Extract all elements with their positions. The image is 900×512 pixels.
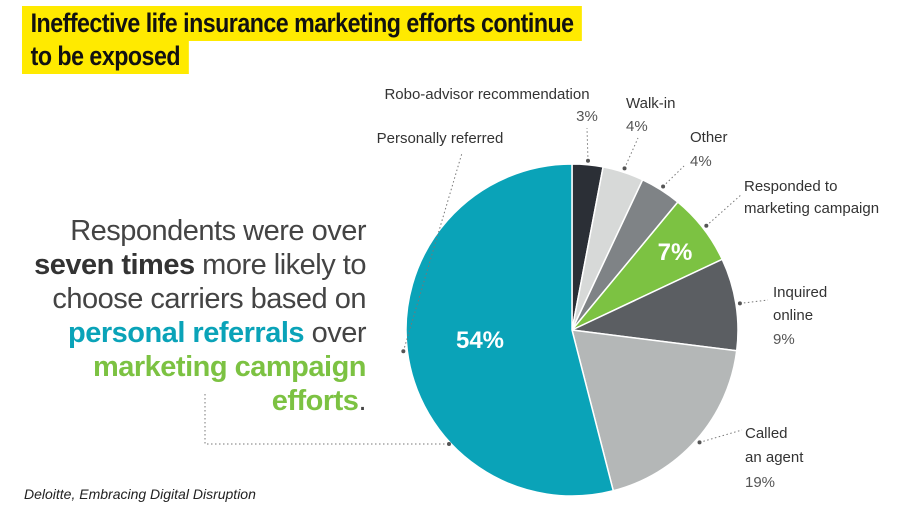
label-robo-advisor: Robo-advisor recommendation — [384, 86, 589, 103]
callout-connector-dot — [447, 442, 451, 446]
chart-title: Ineffective life insurance marketing eff… — [22, 6, 673, 74]
label-called: Called — [745, 425, 788, 442]
callout-text: Respondents were over seven times more l… — [10, 214, 366, 418]
leader-dot — [737, 301, 742, 306]
leader-line-other — [662, 165, 685, 187]
pct-other: 4% — [690, 153, 712, 170]
pct-personally-referred: 54% — [456, 327, 504, 354]
leader-dot — [697, 440, 702, 445]
label-personally-referred: Personally referred — [377, 130, 504, 147]
callout-text-2: more likely to choose carriers based on — [52, 249, 366, 315]
title-line-2: to be exposed — [22, 39, 189, 74]
label-inquired-2: online — [773, 307, 813, 324]
callout-text-4: . — [358, 385, 366, 417]
pct-robo-advisor: 3% — [576, 108, 598, 125]
leader-dot — [622, 166, 627, 171]
label-responded: Responded to — [744, 178, 837, 195]
leader-line-walk-in — [624, 137, 639, 169]
callout-connector-line — [204, 394, 449, 445]
pct-called: 19% — [745, 474, 775, 491]
leader-line-robo-advisor-recommendation — [586, 127, 589, 161]
callout-text-1: Respondents were over — [70, 215, 366, 247]
label-responded-2: marketing campaign — [744, 200, 879, 217]
leader-line-personally-referred — [402, 152, 463, 352]
leader-line-called-an-agent — [699, 429, 743, 443]
leader-dot — [585, 158, 590, 163]
label-called-2: an agent — [745, 449, 804, 466]
leader-dot — [704, 223, 709, 228]
leader-dot — [401, 349, 406, 354]
pct-responded: 7% — [658, 239, 693, 266]
source-citation: Deloitte, Embracing Digital Disruption — [24, 486, 256, 502]
label-walk-in: Walk-in — [626, 95, 675, 112]
title-line-1: Ineffective life insurance marketing eff… — [22, 6, 583, 41]
callout-personal-referrals: personal referrals — [68, 317, 305, 349]
pie-slice-personally-referred — [405, 163, 615, 497]
pct-inquired: 9% — [773, 331, 795, 348]
pie-slice-called-an-agent — [570, 329, 738, 492]
leader-dot — [661, 184, 666, 189]
label-other: Other — [690, 129, 728, 146]
leader-line-inquired-online — [739, 299, 769, 304]
pct-walk-in: 4% — [626, 118, 648, 135]
leader-line-responded-to-marketing-campaign — [705, 193, 743, 227]
label-inquired: Inquired — [773, 284, 827, 301]
callout-marketing-campaign: marketing campaign efforts — [92, 351, 367, 417]
pie-slice-inquired-online — [569, 258, 739, 352]
callout-text-3: over — [304, 317, 367, 349]
callout-emphasis-seven-times: seven times — [34, 249, 195, 281]
